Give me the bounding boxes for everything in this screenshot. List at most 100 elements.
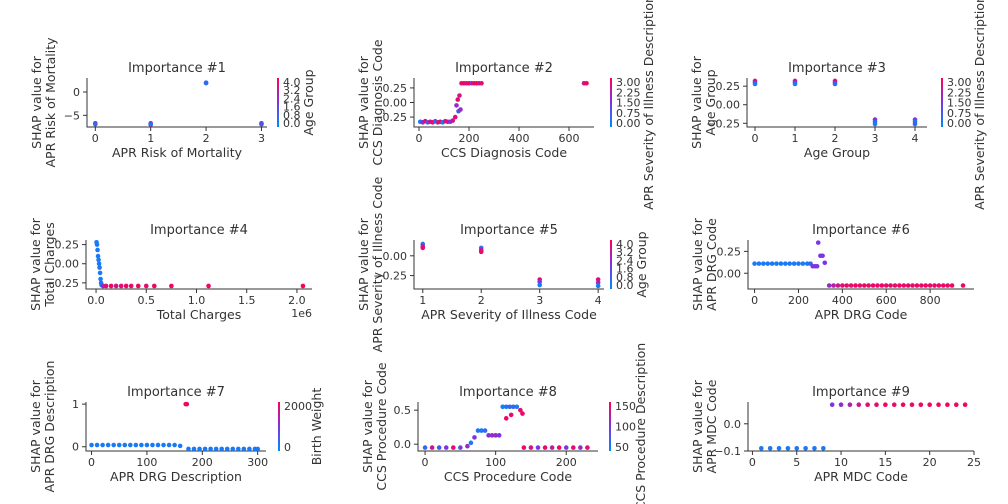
- data-point: [300, 283, 306, 289]
- y-tick-label: 0.25: [55, 239, 80, 252]
- x-tick-label: 15: [878, 456, 892, 469]
- data-point: [769, 261, 775, 266]
- data-point: [422, 445, 428, 450]
- data-point: [932, 283, 937, 288]
- data-point: [219, 446, 224, 452]
- data-point: [761, 261, 766, 266]
- x-tick-label: 0: [416, 132, 423, 145]
- data-point: [508, 412, 514, 418]
- data-point: [177, 443, 183, 449]
- data-point: [479, 80, 484, 86]
- data-point: [962, 402, 968, 408]
- x-tick-label: 10: [834, 456, 848, 469]
- x-tick-label: 200: [192, 456, 213, 469]
- colorbar-label: Age Group: [634, 231, 649, 297]
- data-point: [521, 445, 527, 450]
- data-point: [213, 446, 219, 452]
- x-axis-label: APR Risk of Mortality: [112, 145, 243, 160]
- data-point: [479, 428, 484, 433]
- data-point: [570, 445, 576, 450]
- colorbar-label: Age Group: [301, 69, 316, 135]
- data-point: [500, 404, 506, 410]
- data-point: [436, 445, 442, 450]
- data-point: [486, 433, 491, 438]
- data-point: [116, 442, 122, 448]
- x-tick-label: 25: [967, 456, 981, 469]
- x-tick-label: 200: [459, 132, 480, 145]
- colorbar-tick-label: 2.25: [616, 86, 641, 99]
- data-point: [518, 407, 523, 413]
- data-point: [123, 283, 129, 289]
- x-tick-label: 20: [923, 456, 937, 469]
- plot-title: Importance #4: [150, 223, 248, 238]
- data-point: [503, 404, 509, 410]
- data-point: [537, 279, 542, 285]
- data-point: [874, 402, 879, 408]
- data-point: [578, 445, 583, 450]
- data-point: [847, 402, 853, 408]
- axes-spine: [413, 78, 594, 128]
- data-point: [98, 276, 103, 282]
- data-point: [184, 401, 190, 407]
- data-point: [910, 283, 915, 288]
- data-point: [787, 261, 792, 266]
- data-point: [455, 97, 461, 102]
- y-tick-label: −0.25: [373, 270, 407, 283]
- y-tick-label: 0.25: [717, 245, 742, 258]
- colorbar-tick-label: 1.50: [616, 97, 641, 110]
- y-tick-label: −5: [64, 109, 80, 122]
- data-point: [803, 445, 808, 451]
- x-tick-label: 5: [793, 456, 800, 469]
- colorbar: [609, 402, 611, 451]
- y-axis-label: APR Severity of Illness Code: [370, 176, 385, 352]
- x-axis-label: Total Charges: [156, 307, 242, 322]
- axes-spine: [85, 240, 312, 290]
- data-point: [814, 263, 820, 269]
- x-tick-label: 3: [872, 132, 879, 145]
- data-point: [95, 247, 100, 253]
- y-axis-label: Age Group: [703, 69, 718, 135]
- y-tick-label: −0.1: [714, 445, 741, 458]
- data-point: [482, 428, 488, 433]
- y-axis-label: CCS Procedure Code: [374, 362, 389, 490]
- data-point: [912, 121, 918, 127]
- axes-spine: [747, 402, 974, 452]
- data-point: [848, 283, 854, 288]
- data-point: [458, 445, 463, 450]
- data-point: [166, 442, 172, 448]
- x-offset-label: 1e6: [291, 307, 312, 320]
- data-point: [105, 442, 111, 448]
- data-point: [832, 81, 838, 87]
- data-point: [919, 283, 924, 288]
- y-axis-label: SHAP value for: [690, 217, 705, 311]
- x-tick-label: 0: [422, 456, 429, 469]
- x-tick-label: 1: [147, 132, 154, 145]
- data-point: [927, 402, 932, 408]
- y-tick-label: −0.25: [45, 277, 79, 290]
- data-point: [556, 445, 562, 450]
- data-point: [111, 442, 116, 448]
- plot-4: Importance #4 0.0 0.5 1.0 1.5 2.0 0.25 0.00 −0.2…: [28, 217, 312, 322]
- data-point: [883, 402, 888, 408]
- data-point: [549, 445, 555, 450]
- x-tick-label: 3: [536, 294, 543, 307]
- colorbar-tick-label: 0.8: [283, 109, 301, 122]
- x-tick-label: 1: [792, 132, 799, 145]
- x-axis-label: CCS Diagnosis Code: [441, 145, 567, 160]
- x-tick-label: 400: [832, 294, 853, 307]
- data-point: [756, 261, 762, 266]
- data-point: [595, 277, 601, 282]
- y-tick-label: 0.5: [394, 404, 412, 417]
- data-point: [113, 283, 119, 289]
- data-point: [103, 283, 109, 289]
- data-point: [905, 283, 911, 288]
- data-point: [135, 283, 141, 289]
- data-point: [796, 261, 801, 266]
- data-point: [133, 442, 139, 448]
- data-point: [585, 445, 590, 450]
- plot-8: Importance #8 0 100 200 0.5 0.0 CCS Procedure …: [360, 343, 648, 504]
- data-point: [872, 121, 878, 127]
- data-point: [960, 283, 966, 288]
- y-axis-label: SHAP value for: [28, 217, 43, 311]
